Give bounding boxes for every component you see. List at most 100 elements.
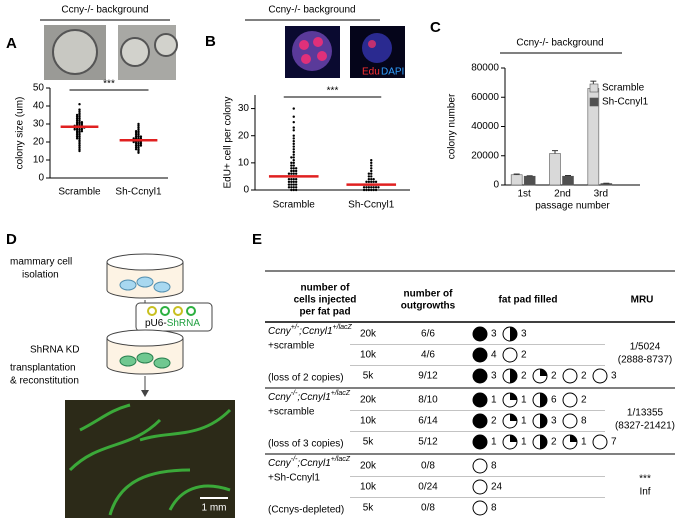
image-label: Edu [362, 67, 380, 78]
y-tick-label: 20000 [471, 150, 499, 161]
fill-count: 1 [521, 437, 527, 448]
cell [119, 355, 137, 367]
legend-label: Sh-Ccnyl1 [602, 97, 649, 108]
header-label: number of [301, 283, 351, 294]
y-tick-label: 0 [38, 173, 44, 184]
data-point [294, 172, 298, 175]
data-point [367, 186, 371, 189]
ductal-tree [68, 403, 232, 516]
fill-outline [502, 347, 518, 363]
step-label: transplantation [10, 363, 76, 374]
outgrowths: 6/6 [421, 329, 435, 340]
data-point [290, 183, 293, 186]
y-tick-label: 30 [33, 119, 45, 130]
plasmid [160, 306, 170, 316]
data-point [78, 119, 81, 122]
data-point [365, 186, 368, 189]
data-point [75, 135, 79, 138]
x-tick-label: 3rd [594, 189, 608, 200]
data-point [370, 158, 373, 162]
data-point [292, 137, 295, 140]
header-label: outgrowths [401, 301, 456, 312]
data-point [370, 169, 373, 173]
genotype-part: ;Ccnyl1 [299, 326, 332, 337]
data-point [292, 150, 295, 154]
plasmid [147, 306, 157, 316]
data-point [75, 113, 79, 117]
cells: 10k [360, 416, 377, 427]
step-label: mammary cell [10, 257, 72, 268]
data-point [75, 130, 79, 133]
cells: 10k [360, 482, 377, 493]
y-axis-label: EdU+ cell per colony [223, 97, 234, 189]
y-tick-label: 20 [33, 137, 45, 148]
data-point [134, 144, 138, 147]
data-point [287, 177, 291, 181]
chart-title: Ccny-/- background [516, 38, 603, 49]
fill-outline [592, 368, 608, 384]
scale-label: 1 mm [202, 503, 227, 514]
genotype-part: ;Ccnyl1 [297, 392, 330, 403]
data-point [78, 103, 81, 106]
genotype-part: Ccny [268, 326, 292, 337]
data-point [287, 186, 291, 189]
x-tick-label: 2nd [554, 189, 571, 200]
x-tick-label: Sh-Ccnyl1 [115, 187, 162, 198]
data-point [374, 186, 378, 189]
colony [292, 31, 332, 71]
data-point [292, 134, 295, 137]
data-point [78, 121, 81, 124]
data-point [292, 169, 295, 173]
fill-wedge [473, 414, 487, 428]
data-point [139, 135, 143, 138]
bar [600, 183, 613, 186]
fill-wedge [510, 393, 517, 400]
cells: 10k [360, 350, 377, 361]
data-point [372, 177, 375, 181]
dish-rim [106, 329, 184, 347]
data-point [78, 137, 81, 140]
data-point [78, 133, 81, 136]
colony [154, 33, 178, 57]
data-point [137, 130, 140, 133]
fill-count: 8 [581, 416, 587, 427]
genotype-part: +/lacZ [333, 324, 353, 331]
data-point [294, 188, 298, 192]
data-point [374, 180, 378, 184]
data-point [292, 164, 295, 167]
step-label: & reconstitution [10, 376, 79, 387]
fill-wedge [473, 393, 487, 407]
data-point [78, 115, 81, 119]
colony [52, 29, 98, 75]
data-point [292, 186, 295, 189]
fill-count: 3 [551, 416, 557, 427]
fill-outline [472, 500, 488, 516]
fill-wedge [540, 393, 547, 407]
data-point [134, 133, 138, 136]
data-point [294, 167, 298, 170]
cells: 20k [360, 461, 377, 472]
fill-count: 2 [581, 371, 587, 382]
data-point [374, 188, 378, 192]
data-point [292, 120, 295, 124]
cells: 5k [363, 503, 375, 514]
cells: 5k [363, 437, 375, 448]
data-point [362, 186, 366, 189]
cells: 5k [363, 371, 375, 382]
data-point [134, 142, 138, 145]
chart-title: Ccny-/- background [268, 5, 355, 16]
cell [136, 276, 154, 288]
data-point [78, 112, 81, 115]
data-point [134, 148, 138, 151]
fill-count: 1 [581, 437, 587, 448]
plasmid [186, 306, 196, 316]
fill-count: 1 [521, 395, 527, 406]
data-point [290, 177, 293, 181]
data-point [139, 142, 143, 145]
fill-wedge [510, 369, 517, 383]
fill-wedge [473, 348, 487, 362]
data-point [370, 172, 373, 175]
dish-rim [106, 253, 184, 271]
data-point [292, 177, 295, 181]
